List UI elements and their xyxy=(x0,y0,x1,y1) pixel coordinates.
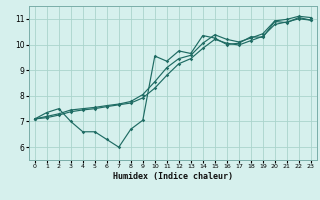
X-axis label: Humidex (Indice chaleur): Humidex (Indice chaleur) xyxy=(113,172,233,181)
